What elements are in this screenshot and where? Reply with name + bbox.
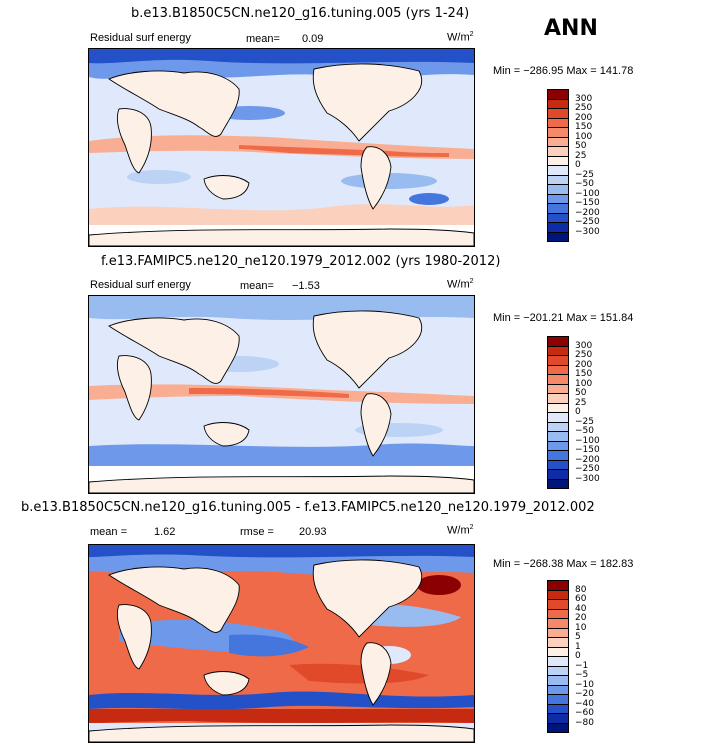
panel3-rmse-label: rmse = [240, 526, 274, 538]
panel1-colorbar-label: −150 [575, 198, 600, 208]
panel1-colorbar-label: 150 [575, 122, 593, 132]
panel3-colorbar-label: −1 [575, 660, 589, 671]
panel3-colorbar-label: 5 [575, 632, 581, 642]
panel1-colorbar-label: 200 [575, 112, 593, 123]
panel1-colorbar-label: 50 [575, 141, 587, 151]
panel1-colorbar-label: −100 [575, 188, 600, 199]
panel3-colorbar-label: 40 [575, 603, 587, 614]
panel2-mean-label: mean= [240, 280, 274, 292]
panel2-mean-value: −1.53 [292, 280, 320, 292]
panel2-colorbar-label: 50 [575, 388, 587, 398]
panel2-map [88, 295, 475, 494]
panel2-colorbar-label: −200 [575, 454, 600, 465]
panel2-colorbar-label: −50 [575, 426, 594, 436]
panel2-units: W/m2 [447, 278, 474, 291]
panel3-colorbar-label: 0 [575, 651, 581, 661]
panel2-colorbar-label: 150 [575, 369, 593, 379]
panel3-colorbar-swatch [547, 722, 569, 733]
panel2-title: f.e13.FAMIPC5.ne120_ne120.1979_2012.002 … [101, 254, 501, 269]
panel3-mean-value: 1.62 [154, 526, 176, 538]
panel1-colorbar-label: 25 [575, 150, 587, 161]
panel3-colorbar-label: −10 [575, 679, 594, 690]
panel3-colorbar-label: −80 [575, 717, 594, 728]
panel1-units: W/m2 [447, 31, 474, 44]
panel2-units-exp: 2 [469, 278, 474, 285]
panel3-mean-label: mean = [90, 526, 127, 538]
panel1-colorbar-label: −250 [575, 217, 600, 227]
panel3-colorbar-label: 80 [575, 584, 587, 595]
panel3-units-exp: 2 [469, 524, 474, 531]
panel1-colorbar-label: −200 [575, 207, 600, 218]
panel3-colorbar-label: 60 [575, 594, 587, 604]
panel2-colorbar-label: 25 [575, 397, 587, 408]
panel1-colorbar-label: 250 [575, 103, 593, 113]
panel2-map-field [89, 296, 474, 493]
panel1-mean-value: 0.09 [302, 33, 324, 45]
panel1-mean-label: mean= [246, 33, 280, 45]
panel1-units-exp: 2 [469, 31, 474, 38]
panel3-colorbar-label: −20 [575, 689, 594, 699]
panel3-colorbar-label: −60 [575, 708, 594, 718]
panel1-colorbar-label: 300 [575, 93, 593, 104]
panel3-colorbar-label: −5 [575, 670, 589, 680]
panel1-minmax: Min = −286.95 Max = 141.78 [493, 65, 634, 77]
panel1-variable: Residual surf energy [90, 32, 191, 44]
panel3-colorbar: 80 60 40 20 10 5 1 0 −1 −5 −10 −20 −40 −60 −80 [547, 580, 627, 733]
panel3-colorbar-label: −40 [575, 698, 594, 709]
panel2-colorbar-label: −100 [575, 435, 600, 446]
panel3-rmse-value: 20.93 [299, 526, 327, 538]
panel2-colorbar-label: 300 [575, 340, 593, 351]
panel1-colorbar-label: −25 [575, 169, 594, 180]
panel1-colorbar: 300 250 200 150 100 50 25 0 −25 −50 −100 −150 −200 −2… [547, 89, 627, 242]
panel1-colorbar-label: 100 [575, 131, 593, 142]
panel2-colorbar-label: 100 [575, 378, 593, 389]
panel1-map [88, 48, 475, 247]
panel1-map-field [89, 49, 474, 246]
panel1-colorbar-label: −300 [575, 226, 600, 237]
panel3-map [88, 544, 475, 743]
panel3-colorbar-label: 10 [575, 622, 587, 633]
panel2-colorbar-swatch [547, 478, 569, 489]
panel3-colorbar-label: 1 [575, 641, 581, 652]
panel2-colorbar-label: −300 [575, 473, 600, 484]
panel1-title: b.e13.B1850C5CN.ne120_g16.tuning.005 (yr… [131, 6, 470, 21]
panel3-map-field [89, 545, 474, 742]
panel3-colorbar-label: 20 [575, 613, 587, 623]
panel3-units: W/m2 [447, 524, 474, 537]
panel2-colorbar: 300 250 200 150 100 50 25 0 −25 −50 −100 −150 −200 −2… [547, 336, 627, 489]
panel1-colorbar-swatch [547, 231, 569, 242]
panel2-colorbar-label: 200 [575, 359, 593, 370]
panel2-variable: Residual surf energy [90, 279, 191, 291]
panel3-title: b.e13.B1850C5CN.ne120_g16.tuning.005 - f… [21, 500, 595, 515]
panel2-minmax: Min = −201.21 Max = 151.84 [493, 312, 634, 324]
panel1-colorbar-label: 0 [575, 160, 581, 170]
panel3-minmax: Min = −268.38 Max = 182.83 [493, 558, 634, 570]
panel1-colorbar-label: −50 [575, 179, 594, 189]
panel2-colorbar-label: −150 [575, 445, 600, 455]
panel2-colorbar-label: −25 [575, 416, 594, 427]
panel2-colorbar-label: 0 [575, 407, 581, 417]
panel2-colorbar-label: 250 [575, 350, 593, 360]
panel2-colorbar-label: −250 [575, 464, 600, 474]
season-label: ANN [544, 16, 598, 41]
